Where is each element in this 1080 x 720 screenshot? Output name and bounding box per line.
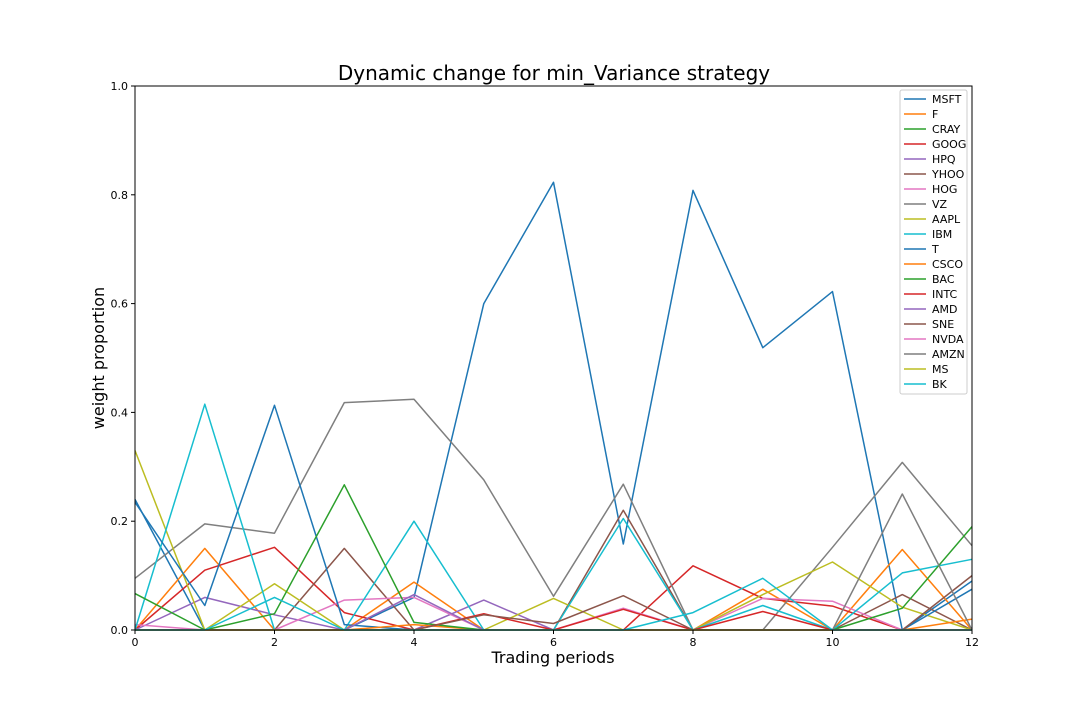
x-axis-ticks: 0 2 4 6 8 10 12 bbox=[132, 630, 979, 649]
legend-label: F bbox=[932, 108, 938, 121]
legend-label: HPQ bbox=[932, 153, 956, 166]
x-tick-label: 0 bbox=[132, 636, 139, 649]
y-tick-label: 0.8 bbox=[111, 189, 129, 202]
legend-label: AMD bbox=[932, 303, 958, 316]
x-tick-label: 10 bbox=[826, 636, 840, 649]
y-tick-label: 0.4 bbox=[111, 406, 129, 419]
legend-label: BK bbox=[932, 378, 948, 391]
legend-label: AAPL bbox=[932, 213, 961, 226]
legend-label: AMZN bbox=[932, 348, 965, 361]
y-tick-label: 0.0 bbox=[111, 624, 129, 637]
legend-label: GOOG bbox=[932, 138, 966, 151]
legend-label: CRAY bbox=[932, 123, 961, 136]
series-line-aapl bbox=[134, 450, 973, 631]
legend-label: NVDA bbox=[932, 333, 964, 346]
series-line-vz bbox=[134, 398, 973, 631]
chart-title: Dynamic change for min_Variance strategy bbox=[338, 61, 770, 85]
legend-label: BAC bbox=[932, 273, 955, 286]
legend-label: T bbox=[931, 243, 939, 256]
legend-label: CSCO bbox=[932, 258, 963, 271]
x-tick-label: 8 bbox=[690, 636, 697, 649]
y-axis-ticks: 0.0 0.2 0.4 0.6 0.8 1.0 bbox=[111, 80, 135, 637]
legend-box bbox=[899, 89, 968, 395]
y-tick-label: 0.2 bbox=[111, 515, 129, 528]
legend: MSFT F CRAY GOOG HPQ YHOO HOG VZ AAPL IBM T CSCO BAC… bbox=[899, 89, 968, 395]
y-axis-label: weight proportion bbox=[89, 287, 108, 429]
legend-label: IBM bbox=[932, 228, 952, 241]
x-tick-label: 2 bbox=[271, 636, 278, 649]
x-tick-label: 4 bbox=[411, 636, 418, 649]
x-tick-label: 6 bbox=[550, 636, 557, 649]
legend-label: MSFT bbox=[932, 93, 962, 106]
y-tick-label: 1.0 bbox=[111, 80, 129, 93]
y-tick-label: 0.6 bbox=[111, 298, 129, 311]
legend-label: HOG bbox=[932, 183, 957, 196]
x-axis-label: Trading periods bbox=[490, 648, 614, 667]
x-tick-label: 12 bbox=[965, 636, 979, 649]
legend-label: SNE bbox=[932, 318, 954, 331]
legend-label: MS bbox=[932, 363, 948, 376]
legend-label: INTC bbox=[932, 288, 958, 301]
legend-label: YHOO bbox=[931, 168, 965, 181]
legend-label: VZ bbox=[932, 198, 948, 211]
